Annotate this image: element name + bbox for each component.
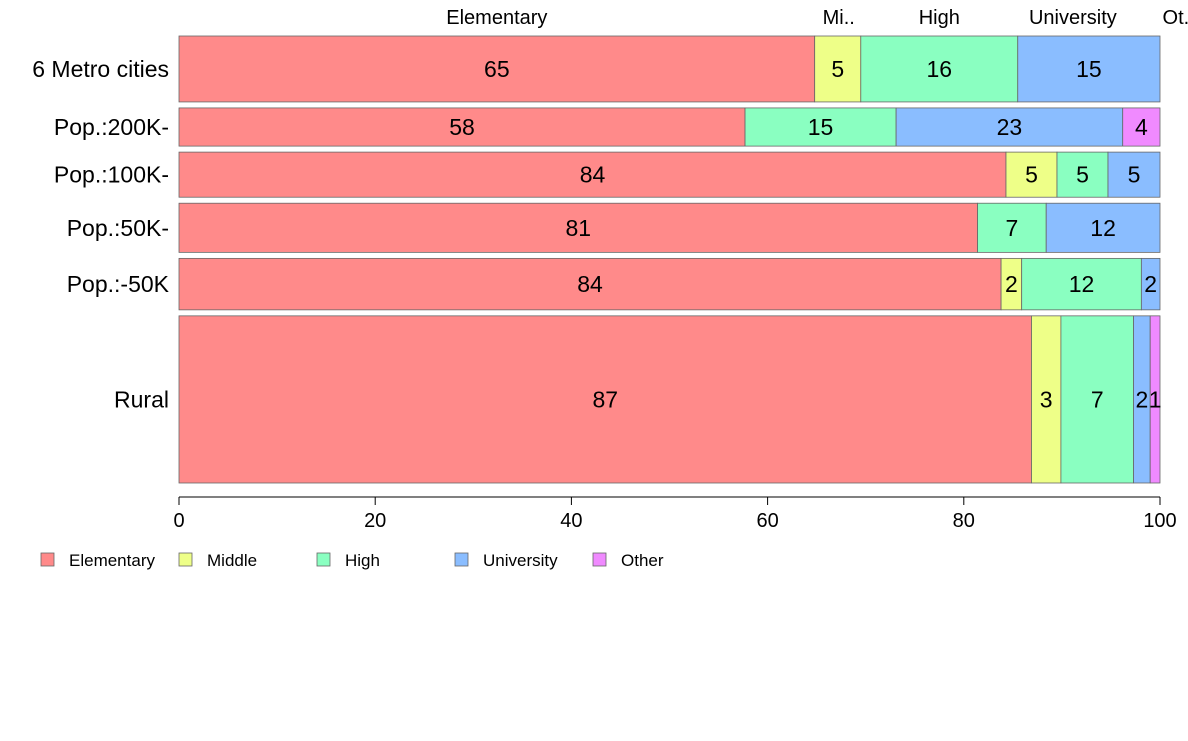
bar-value-label: 23 — [997, 114, 1023, 140]
bar-value-label: 5 — [1076, 162, 1089, 188]
bar-value-label: 15 — [1076, 56, 1102, 82]
bar-value-label: 1 — [1149, 386, 1162, 412]
bar-value-label: 87 — [592, 386, 618, 412]
top-label-other: Ot.. — [1163, 7, 1188, 29]
bar-value-label: 65 — [484, 56, 510, 82]
bar-segment-high-4 — [1021, 257, 1142, 311]
legend-swatch-university — [454, 552, 469, 567]
bar-value-label: 5 — [1128, 162, 1141, 188]
bar-segment-high-3 — [977, 202, 1047, 253]
top-label-high: High — [919, 7, 960, 29]
legend: Elementary Middle High University Other — [40, 551, 664, 570]
legend-label-university: University — [483, 551, 558, 570]
x-tick-label: 0 — [173, 510, 184, 532]
legend-label-high: High — [345, 551, 380, 570]
bar-segment-university-3 — [1045, 202, 1161, 253]
bar-segment-elementary-5 — [178, 315, 1032, 484]
y-axis-label: 6 Metro cities — [32, 56, 169, 82]
bar-value-label: 7 — [1005, 215, 1018, 241]
bar-value-label: 2 — [1144, 271, 1157, 297]
y-axis-label: Pop.:-50K — [67, 271, 170, 297]
y-axis-label: Pop.:100K- — [54, 162, 169, 188]
x-axis: 0 20 40 60 80 100 — [173, 496, 1177, 532]
y-axis-label: Pop.:50K- — [67, 215, 169, 241]
bar-segment-middle-0 — [814, 35, 862, 103]
legend-swatch-other — [592, 552, 607, 567]
y-axis-labels: 6 Metro cities Pop.:200K- Pop.:100K- Pop.:5… — [32, 56, 169, 412]
x-tick-label: 80 — [953, 510, 975, 532]
bar-segment-university-0 — [1017, 35, 1161, 103]
bar-value-label: 16 — [926, 56, 952, 82]
top-label-middle: Mi.. — [823, 7, 855, 29]
bar-value-label: 12 — [1069, 271, 1095, 297]
bar-segment-elementary-0 — [178, 35, 816, 103]
bar-value-label: 4 — [1135, 114, 1148, 140]
legend-label-elementary: Elementary — [69, 551, 155, 570]
bar-segment-elementary-1 — [178, 107, 746, 147]
legend-label-middle: Middle — [207, 551, 257, 570]
top-label-university: University — [1029, 7, 1117, 29]
bar-segment-high-5 — [1060, 315, 1134, 484]
legend-swatch-high — [316, 552, 331, 567]
bar-value-label: 81 — [565, 215, 591, 241]
bar-segment-university-4 — [1140, 257, 1161, 311]
legend-swatch-elementary — [40, 552, 55, 567]
x-tick-label: 40 — [560, 510, 582, 532]
bar-value-label: 58 — [449, 114, 475, 140]
bar-segment-middle-2 — [1005, 151, 1058, 198]
bar-segment-university-2 — [1107, 151, 1161, 198]
bar-segment-other-1 — [1122, 107, 1161, 147]
bar-segment-high-1 — [744, 107, 897, 147]
top-category-labels: Elementary Mi.. High University Ot.. — [446, 7, 1188, 29]
bar-value-label: 2 — [1135, 386, 1148, 412]
y-axis-label: Rural — [114, 386, 169, 412]
bar-value-label: 12 — [1090, 215, 1116, 241]
bar-value-label: 2 — [1005, 271, 1018, 297]
bar-value-label: 84 — [580, 162, 606, 188]
bar-segment-elementary-4 — [178, 257, 1002, 311]
bar-value-label: 15 — [808, 114, 834, 140]
bar-value-label: 5 — [831, 56, 844, 82]
top-label-elementary: Elementary — [446, 7, 547, 29]
y-axis-label: Pop.:200K- — [54, 114, 169, 140]
x-tick-label: 20 — [364, 510, 386, 532]
bar-value-label: 7 — [1091, 386, 1104, 412]
x-tick-label: 100 — [1143, 510, 1176, 532]
bar-segment-high-0 — [860, 35, 1019, 103]
bar-value-label: 84 — [577, 271, 603, 297]
bar-segment-other-5 — [1149, 315, 1161, 484]
legend-label-other: Other — [621, 551, 664, 570]
bar-segment-elementary-3 — [178, 202, 978, 253]
x-tick-label: 60 — [756, 510, 778, 532]
bar-value-label: 3 — [1040, 386, 1053, 412]
bar-segment-university-1 — [895, 107, 1124, 147]
bar-value-label: 5 — [1025, 162, 1038, 188]
bar-segment-elementary-2 — [178, 151, 1007, 198]
legend-swatch-middle — [178, 552, 193, 567]
